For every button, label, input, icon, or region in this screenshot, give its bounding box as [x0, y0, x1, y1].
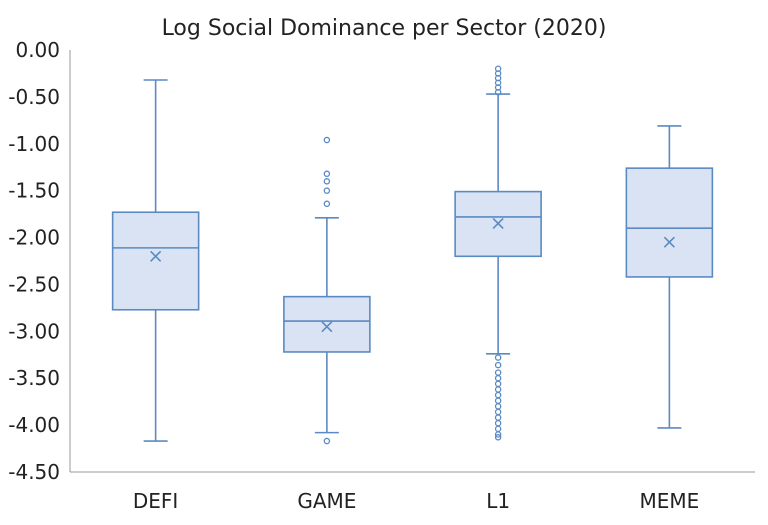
y-tick-label: -4.50: [8, 460, 60, 484]
y-tick-label: -2.00: [8, 226, 60, 250]
mean-marker: [321, 321, 333, 333]
outlier-point: [494, 397, 502, 404]
mean-marker-stroke: [321, 321, 333, 333]
outlier-point: [494, 425, 502, 433]
y-tick-label: -0.50: [8, 85, 60, 109]
outlier-point: [323, 136, 331, 144]
outlier-point: [323, 200, 331, 208]
outlier-point: [323, 178, 331, 185]
y-tick-label: -2.50: [8, 272, 60, 296]
y-tick-label: -3.00: [8, 319, 60, 343]
outlier-point: [494, 403, 502, 410]
box-game: [283, 136, 371, 445]
mean-marker-stroke: [663, 236, 675, 248]
iqr-box: [625, 167, 714, 278]
y-tick-label: -1.00: [8, 132, 60, 156]
outlier-point: [494, 374, 502, 382]
plot-area: [111, 65, 714, 445]
y-tick-label: -3.50: [8, 366, 60, 390]
outlier-point: [494, 380, 502, 388]
x-tick-label: L1: [486, 489, 510, 513]
mean-marker: [150, 250, 162, 262]
outlier-point: [494, 386, 502, 393]
iqr-box: [283, 295, 371, 353]
box-defi: [111, 79, 200, 442]
outlier-point: [323, 187, 331, 194]
x-tick-label: GAME: [297, 489, 356, 513]
outlier-point: [494, 414, 502, 421]
mean-marker-stroke: [150, 250, 162, 262]
mean-marker-stroke: [492, 217, 504, 230]
y-axis: 0.00 -0.50 -1.00 -1.50 -2.00 -2.50 -3.00 -3.50 -…: [8, 38, 71, 484]
outlier-point: [494, 391, 502, 399]
x-axis: DEFI GAME L1 MEME: [70, 471, 755, 513]
box-meme: [625, 125, 714, 429]
outlier-point: [494, 361, 502, 369]
y-tick-label: -4.00: [8, 413, 60, 437]
chart-title: Log Social Dominance per Sector (2020): [162, 16, 607, 41]
outlier-point: [494, 369, 502, 376]
x-tick-label: DEFI: [133, 489, 178, 513]
y-tick-label: 0.00: [15, 38, 60, 62]
outlier-point: [494, 88, 502, 96]
outlier-point: [494, 408, 502, 416]
mean-marker: [663, 236, 675, 248]
outlier-point: [494, 354, 502, 361]
x-tick-label: MEME: [639, 489, 699, 513]
outlier-point: [323, 170, 331, 178]
outlier-point: [494, 431, 502, 438]
outlier-point: [494, 434, 502, 441]
outlier-point: [323, 437, 331, 445]
y-tick-label: -1.50: [8, 179, 60, 203]
box-l1: [454, 65, 542, 441]
iqr-box: [111, 211, 200, 311]
mean-marker: [492, 217, 504, 230]
outlier-point: [494, 419, 502, 427]
